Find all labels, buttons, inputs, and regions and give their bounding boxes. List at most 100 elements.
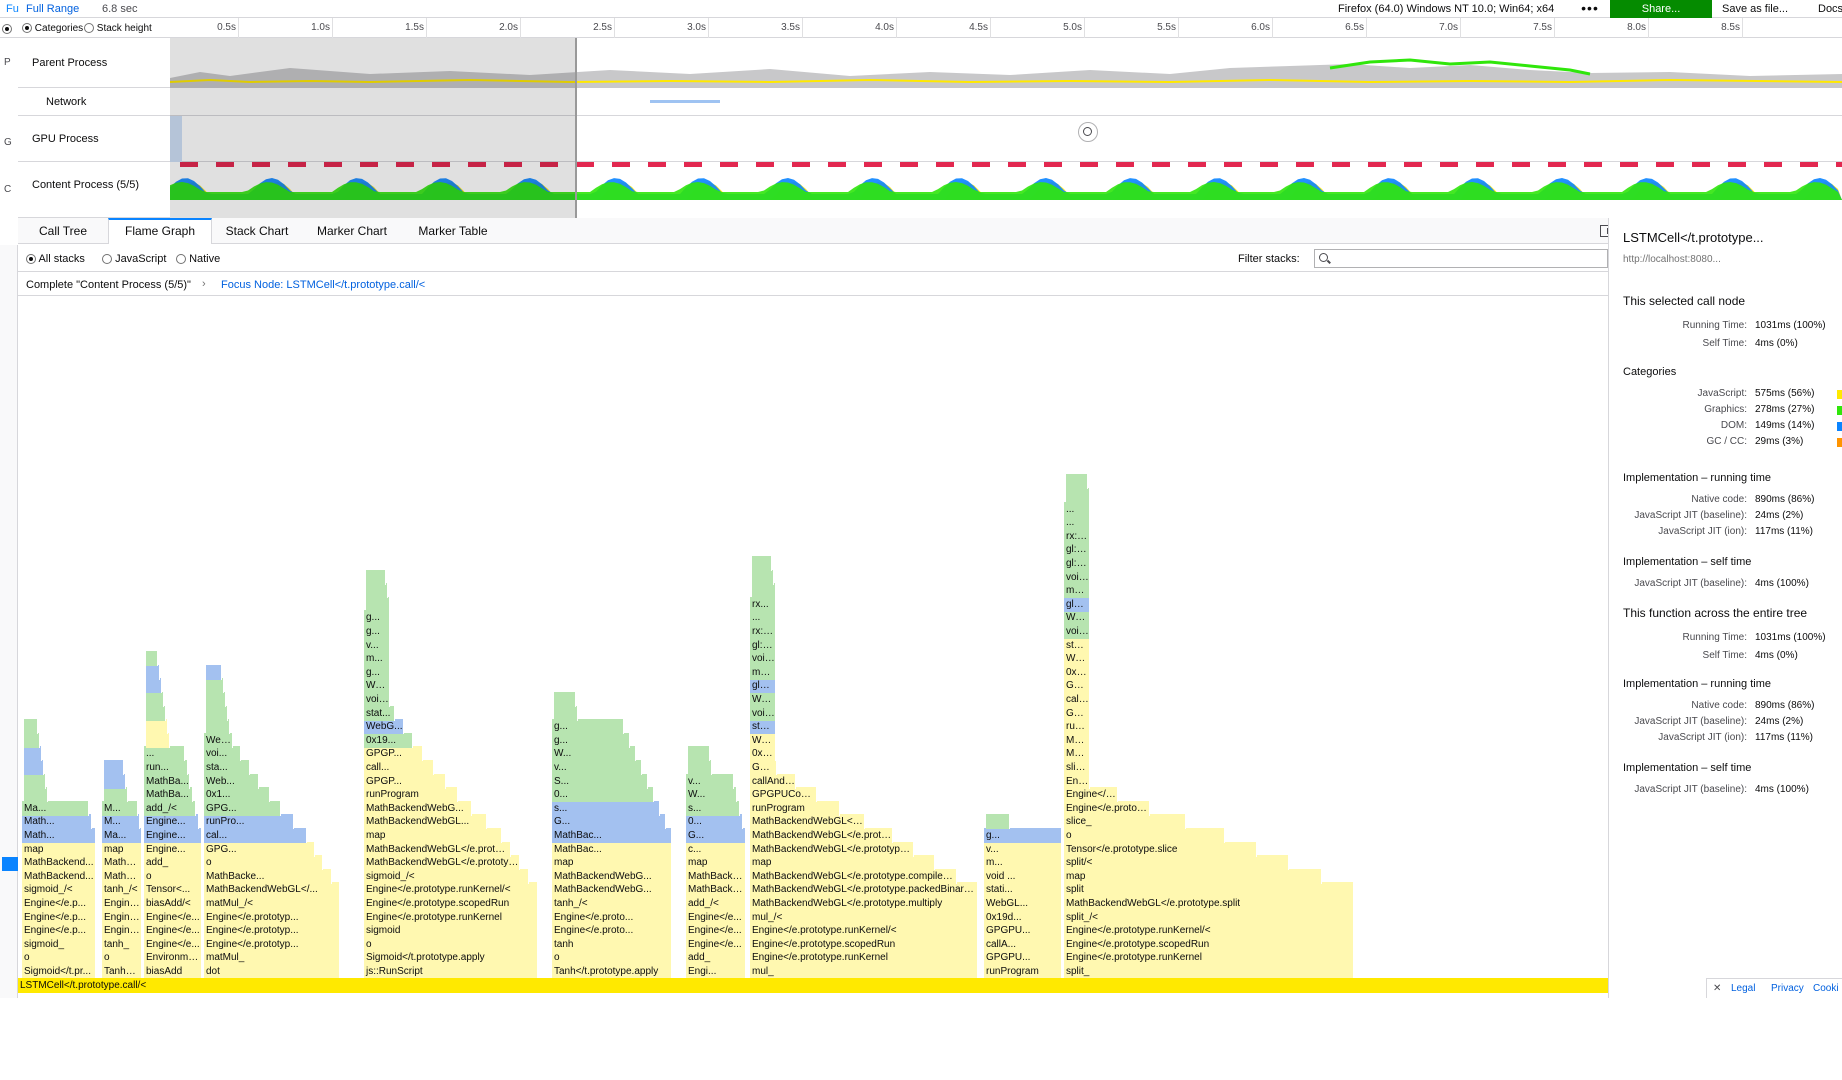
flame-frame[interactable]: MathBa... <box>144 787 193 803</box>
flame-frame[interactable]: 0... <box>552 787 654 803</box>
flame-frame-stub[interactable] <box>366 569 386 585</box>
flame-frame[interactable]: o <box>22 950 96 966</box>
flame-frame[interactable]: gl::Dr... <box>750 637 776 653</box>
flame-frame[interactable]: o <box>364 936 538 952</box>
flame-frame-stub[interactable] <box>752 556 772 571</box>
flame-frame[interactable]: GPG... <box>204 800 281 816</box>
flame-frame[interactable]: MathBac... <box>552 828 672 843</box>
cookies-link[interactable]: Cooki <box>1813 983 1839 994</box>
flame-frame[interactable]: MathBackendWebGL</e.prototype.multiply <box>750 896 978 911</box>
all-stacks-radio[interactable]: All stacks <box>26 253 85 265</box>
flame-frame[interactable]: mul_/< <box>750 909 978 925</box>
flame-frame[interactable]: ... <box>1064 501 1090 517</box>
flame-frame[interactable]: Environme... <box>144 950 202 966</box>
flame-frame[interactable]: MathBacken... <box>686 868 746 884</box>
javascript-radio[interactable]: JavaScript <box>102 253 166 265</box>
flame-frame[interactable]: s... <box>686 800 740 816</box>
full-range-button[interactable]: Full Range <box>26 3 80 15</box>
flame-frame[interactable]: WebGL... <box>984 896 1062 911</box>
selection-overlay[interactable] <box>170 38 577 218</box>
breadcrumb-focus[interactable]: Focus Node: LSTMCell</t.prototype.call/< <box>221 279 426 291</box>
flame-frame-stub[interactable] <box>206 692 226 707</box>
flame-frame[interactable]: Math... <box>22 814 92 830</box>
flame-frame[interactable]: Engine</e.prototype.runKernel/< <box>1064 923 1354 939</box>
flame-frame[interactable]: 0... <box>686 814 743 830</box>
flame-frame[interactable]: G... <box>686 828 746 843</box>
flame-frame[interactable]: 0x19da4f49f24 <box>750 746 776 762</box>
flame-frame[interactable]: callAndCheck <box>750 773 796 789</box>
flame-frame[interactable]: map <box>686 855 746 871</box>
flame-frame[interactable]: MathBackendWebGL</e.prototype.split <box>1064 896 1354 911</box>
flame-frame[interactable]: callAndCheck <box>1064 692 1090 707</box>
flame-frame[interactable]: void mozill... <box>1064 624 1090 639</box>
privacy-link[interactable]: Privacy <box>1771 983 1804 994</box>
flame-frame[interactable]: Engine... <box>144 841 202 857</box>
flame-root-frame[interactable]: LSTMCell</t.prototype.call/< <box>18 978 1608 993</box>
flame-frame[interactable]: MathBackend... <box>22 855 96 871</box>
flame-frame[interactable]: split <box>1064 882 1354 898</box>
flame-frame-stub[interactable] <box>146 705 166 721</box>
flame-frame[interactable]: g... <box>364 610 390 626</box>
flame-frame-stub[interactable] <box>206 705 228 721</box>
flame-frame[interactable]: glDraw... <box>1064 596 1090 612</box>
flame-frame[interactable]: stat... <box>364 705 395 721</box>
flame-frame[interactable]: WebGLContex... <box>1064 610 1090 626</box>
flame-frame[interactable]: runProgram <box>364 787 458 803</box>
flame-frame[interactable]: MathBackendWebGL</... <box>204 882 340 898</box>
flame-frame[interactable]: MathBackendWebGL</e.prototype.compileAnd… <box>1064 732 1090 748</box>
flame-frame[interactable]: o <box>144 868 202 884</box>
flame-frame[interactable]: stati... <box>984 882 1062 898</box>
profile-root-crumb[interactable]: Fu <box>6 3 19 15</box>
flame-frame[interactable]: Web... <box>204 732 233 748</box>
flame-frame[interactable]: WebG... <box>364 719 404 735</box>
flame-frame[interactable]: void... <box>364 692 390 707</box>
flame-frame[interactable]: g... <box>364 664 390 680</box>
flame-frame[interactable]: slice_/< <box>1064 760 1090 775</box>
flame-frame[interactable]: Web... <box>364 678 390 694</box>
flame-frame[interactable]: map <box>750 855 935 871</box>
flame-frame[interactable]: tanh <box>552 936 672 952</box>
tab-marker-table[interactable]: Marker Table <box>418 224 488 238</box>
flame-frame-stub[interactable] <box>206 664 222 680</box>
flame-frame[interactable]: sigmoid_ <box>22 936 96 952</box>
flame-frame[interactable]: Engine... <box>102 896 142 911</box>
flame-frame[interactable]: c... <box>686 841 746 857</box>
flame-frame[interactable]: 0x19d... <box>984 909 1062 925</box>
flame-frame[interactable]: Engine</e... <box>144 909 202 925</box>
flame-frame[interactable]: MathB... <box>102 868 142 884</box>
network-graph[interactable] <box>170 88 1842 116</box>
flame-frame[interactable]: add_ <box>144 855 202 871</box>
track-parent-process[interactable]: Parent Process <box>18 38 170 88</box>
flame-frame[interactable]: MathBackendWebGL</e.prototype.compileAnd… <box>750 868 957 884</box>
flame-frame[interactable]: v... <box>686 773 734 789</box>
flame-frame[interactable]: GPGPU... <box>984 950 1062 966</box>
flame-frame[interactable]: tanh_ <box>102 936 142 952</box>
flame-frame[interactable]: WebGLContext... <box>750 692 776 707</box>
filter-stacks-field[interactable] <box>1314 249 1608 268</box>
platform-info[interactable]: Firefox (64.0) Windows NT 10.0; Win64; x… <box>1338 3 1555 15</box>
flame-frame[interactable]: GPGPUContext... <box>1064 705 1090 721</box>
flame-frame[interactable]: mozill... <box>1064 583 1090 599</box>
flame-frame[interactable]: mozill... <box>750 664 776 680</box>
flame-frame[interactable]: Engine</e.prototype.runKernel/< <box>1064 773 1090 789</box>
flame-frame[interactable]: sigmoid <box>364 923 538 939</box>
flame-frame[interactable]: MathBackendWebGL</e.prototype.c... <box>364 841 511 857</box>
flame-frame[interactable]: split_ <box>1064 964 1354 979</box>
flame-frame[interactable]: MathBacken... <box>686 882 746 898</box>
flame-frame[interactable]: Engine</e... <box>686 909 746 925</box>
flame-frame[interactable]: void mozilla... <box>750 705 776 721</box>
flame-frame[interactable]: map <box>22 841 96 857</box>
flame-frame[interactable]: MathBackendWebGL</e.prototype.s... <box>364 855 520 871</box>
flame-frame[interactable]: Engine</e.prototype.runKernel <box>1064 800 1150 816</box>
flame-frame[interactable]: Engine</e.prototype.scopedRun <box>750 936 978 952</box>
flame-frame-stub[interactable] <box>986 814 1010 830</box>
flame-frame[interactable]: MathBackendWebG... <box>364 800 472 816</box>
content-process-graph[interactable] <box>170 162 1842 200</box>
tab-marker-chart[interactable]: Marker Chart <box>316 224 387 238</box>
flame-frame[interactable]: Engine</e.prototype.runKernel <box>1064 950 1354 966</box>
flame-frame[interactable]: add_/< <box>144 800 196 816</box>
flame-frame[interactable]: static bool m... <box>750 719 776 735</box>
flame-frame[interactable]: run... <box>144 760 188 775</box>
flame-frame-stub[interactable] <box>146 692 164 707</box>
flame-frame[interactable]: GPGPUContext<... <box>750 760 777 775</box>
